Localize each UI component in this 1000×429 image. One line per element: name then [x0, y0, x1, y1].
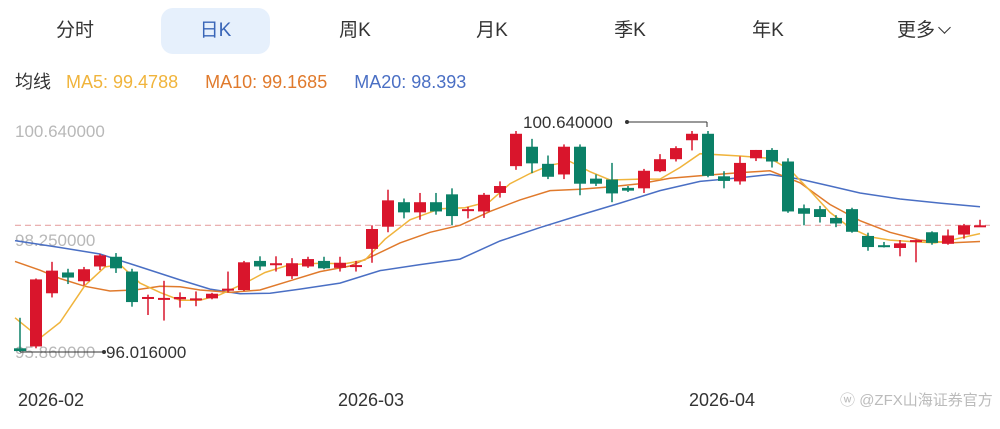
candle[interactable]	[270, 256, 282, 272]
candle[interactable]	[46, 261, 58, 298]
tab-5[interactable]: 年K	[733, 8, 803, 54]
tab-label: 季K	[614, 20, 646, 41]
tab-1[interactable]: 日K	[161, 8, 270, 54]
candle[interactable]	[862, 232, 874, 251]
tab-6[interactable]: 更多	[878, 8, 968, 54]
tab-label: 月K	[476, 20, 508, 41]
candle[interactable]	[414, 192, 426, 220]
candle[interactable]	[782, 158, 794, 213]
candle[interactable]	[382, 189, 394, 233]
low-marker-label: 96.016000	[106, 343, 186, 362]
period-tabs: 分时 日K 周K 月K 季K 年K 更多	[0, 8, 1000, 54]
candle[interactable]	[206, 292, 218, 300]
candle[interactable]	[814, 205, 826, 223]
candle[interactable]	[830, 215, 842, 228]
candle[interactable]	[958, 223, 970, 239]
candle[interactable]	[542, 155, 554, 180]
candle[interactable]	[158, 280, 170, 321]
candle[interactable]	[366, 225, 378, 263]
candle[interactable]	[622, 186, 634, 193]
candle[interactable]	[350, 260, 362, 272]
candle[interactable]	[94, 253, 106, 271]
candle[interactable]	[14, 317, 26, 352]
candle[interactable]	[606, 162, 618, 203]
x-axis-label: 2026-02	[18, 390, 85, 410]
weibo-icon: ⓦ	[840, 392, 856, 409]
candle[interactable]	[126, 268, 138, 307]
ma5-label: MA5: 99.4788	[66, 72, 179, 92]
candle[interactable]	[254, 256, 266, 271]
candle[interactable]	[894, 240, 906, 257]
candle[interactable]	[846, 207, 858, 233]
candle[interactable]	[142, 294, 154, 316]
candle[interactable]	[190, 291, 202, 307]
candle[interactable]	[478, 192, 490, 218]
candle[interactable]	[446, 188, 458, 226]
candle[interactable]	[702, 131, 714, 178]
candle[interactable]	[718, 171, 730, 189]
candle[interactable]	[494, 181, 506, 198]
ma-legend: 均线 MA5: 99.4788 MA10: 99.1685 MA20: 98.3…	[15, 68, 488, 94]
tab-label: 日K	[199, 20, 232, 41]
candle[interactable]	[302, 256, 314, 268]
ma5-line	[14, 152, 981, 340]
y-axis-mid-label: 98.250000	[15, 231, 95, 250]
candle[interactable]	[926, 231, 938, 245]
candle[interactable]	[78, 266, 90, 286]
ma20-line	[14, 173, 981, 295]
low-marker-dot	[102, 350, 106, 354]
candle[interactable]	[222, 271, 234, 293]
candle[interactable]	[334, 256, 346, 272]
candle[interactable]	[174, 292, 186, 308]
candle[interactable]	[734, 156, 746, 185]
candle[interactable]	[750, 149, 762, 162]
tab-label: 分时	[55, 20, 94, 41]
ma20-label: MA20: 98.393	[354, 72, 467, 92]
tab-3[interactable]: 月K	[457, 8, 527, 54]
candle[interactable]	[238, 260, 250, 291]
candle[interactable]	[62, 268, 74, 285]
candle[interactable]	[974, 219, 986, 228]
candle[interactable]	[398, 198, 410, 219]
watermark-text: @ZFX山海证券官方	[859, 392, 993, 409]
tab-2[interactable]: 周K	[320, 8, 390, 54]
candle[interactable]	[574, 144, 586, 196]
x-axis-label: 2026-03	[338, 390, 405, 410]
tab-label: 年K	[752, 20, 784, 41]
ma10-label: MA10: 99.1685	[205, 72, 328, 92]
candle[interactable]	[286, 258, 298, 279]
x-axis-label: 2026-04	[689, 390, 756, 410]
candle[interactable]	[878, 241, 890, 248]
candle[interactable]	[942, 229, 954, 245]
tab-0[interactable]: 分时	[40, 8, 110, 54]
candle[interactable]	[30, 278, 42, 349]
candle[interactable]	[430, 192, 442, 215]
candle[interactable]	[526, 138, 538, 174]
tab-label: 周K	[339, 20, 371, 41]
candle[interactable]	[110, 253, 122, 273]
tab-label: 更多	[896, 20, 935, 41]
candle[interactable]	[670, 146, 682, 162]
y-axis-max-label: 100.640000	[15, 122, 105, 141]
candle[interactable]	[910, 239, 922, 263]
candle[interactable]	[766, 148, 778, 168]
candle[interactable]	[558, 144, 570, 180]
watermark: ⓦ @ZFX山海证券官方	[840, 389, 993, 410]
tab-4[interactable]: 季K	[595, 8, 665, 54]
ma-legend-title: 均线	[15, 72, 51, 92]
candle[interactable]	[462, 206, 474, 219]
candle[interactable]	[638, 168, 650, 193]
candle[interactable]	[798, 204, 810, 226]
candle[interactable]	[654, 154, 666, 173]
candle[interactable]	[318, 256, 330, 270]
high-marker-label: 100.640000	[523, 113, 613, 132]
high-marker-dot	[625, 120, 629, 124]
candle[interactable]	[686, 131, 698, 151]
candle[interactable]	[590, 174, 602, 187]
candle[interactable]	[510, 131, 522, 170]
